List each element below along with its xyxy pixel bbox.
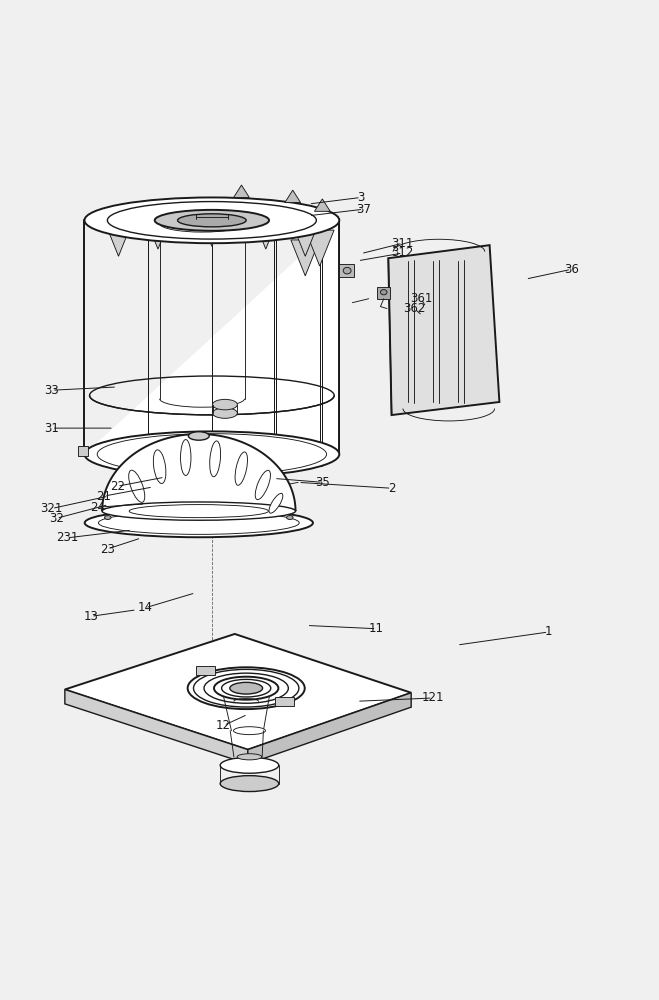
Polygon shape xyxy=(144,213,173,249)
Ellipse shape xyxy=(159,215,244,232)
Polygon shape xyxy=(388,245,500,415)
Text: 22: 22 xyxy=(109,480,125,493)
Ellipse shape xyxy=(155,210,269,231)
Text: 35: 35 xyxy=(316,476,330,489)
Ellipse shape xyxy=(210,441,221,477)
Text: 361: 361 xyxy=(410,292,432,305)
Ellipse shape xyxy=(220,776,279,792)
Ellipse shape xyxy=(84,197,339,243)
Polygon shape xyxy=(291,220,320,256)
Ellipse shape xyxy=(380,290,387,295)
Polygon shape xyxy=(248,693,411,764)
Ellipse shape xyxy=(213,408,237,418)
Text: 321: 321 xyxy=(41,502,63,515)
Text: 37: 37 xyxy=(356,203,371,216)
Ellipse shape xyxy=(343,267,351,274)
Polygon shape xyxy=(305,230,334,266)
Polygon shape xyxy=(84,220,339,454)
Polygon shape xyxy=(275,697,294,706)
Polygon shape xyxy=(65,689,248,764)
Polygon shape xyxy=(65,634,411,750)
Ellipse shape xyxy=(269,493,283,513)
Polygon shape xyxy=(78,446,88,456)
Text: 33: 33 xyxy=(44,384,59,397)
Text: 231: 231 xyxy=(55,531,78,544)
Ellipse shape xyxy=(237,754,262,760)
Text: 23: 23 xyxy=(100,543,115,556)
Text: 12: 12 xyxy=(216,719,231,732)
Ellipse shape xyxy=(181,440,191,475)
Polygon shape xyxy=(314,199,330,211)
Ellipse shape xyxy=(214,677,278,700)
Ellipse shape xyxy=(235,452,248,485)
Ellipse shape xyxy=(188,667,304,709)
Ellipse shape xyxy=(84,431,339,477)
Polygon shape xyxy=(196,666,215,675)
Ellipse shape xyxy=(102,502,295,520)
Text: 312: 312 xyxy=(391,246,414,259)
Text: 31: 31 xyxy=(44,422,59,435)
Text: 311: 311 xyxy=(391,237,414,250)
Polygon shape xyxy=(377,287,390,299)
Text: 2: 2 xyxy=(388,482,395,495)
Text: 1: 1 xyxy=(544,625,552,638)
Ellipse shape xyxy=(233,727,266,735)
Ellipse shape xyxy=(194,669,299,707)
Text: 24: 24 xyxy=(90,501,105,514)
Text: 32: 32 xyxy=(49,512,64,525)
Text: 3: 3 xyxy=(357,191,364,204)
Polygon shape xyxy=(285,190,301,203)
Ellipse shape xyxy=(188,432,210,440)
Ellipse shape xyxy=(129,470,145,502)
Ellipse shape xyxy=(221,679,271,697)
Text: 36: 36 xyxy=(564,263,579,276)
Polygon shape xyxy=(291,240,320,276)
Text: 121: 121 xyxy=(422,691,444,704)
Polygon shape xyxy=(252,213,280,249)
Text: 13: 13 xyxy=(84,610,98,623)
Ellipse shape xyxy=(177,214,246,227)
Ellipse shape xyxy=(287,516,293,519)
Polygon shape xyxy=(104,220,133,256)
Ellipse shape xyxy=(213,399,237,410)
Ellipse shape xyxy=(220,757,279,773)
Ellipse shape xyxy=(204,673,289,703)
Ellipse shape xyxy=(255,470,270,500)
Polygon shape xyxy=(234,185,249,197)
Polygon shape xyxy=(339,264,355,277)
Text: 21: 21 xyxy=(97,490,111,503)
Polygon shape xyxy=(102,434,295,511)
Ellipse shape xyxy=(154,450,166,484)
Polygon shape xyxy=(198,211,226,246)
Text: 362: 362 xyxy=(403,302,426,315)
Ellipse shape xyxy=(107,202,316,239)
Text: 11: 11 xyxy=(369,622,384,635)
Ellipse shape xyxy=(85,508,313,537)
Ellipse shape xyxy=(105,516,111,519)
Ellipse shape xyxy=(230,682,262,694)
Text: 14: 14 xyxy=(138,601,153,614)
